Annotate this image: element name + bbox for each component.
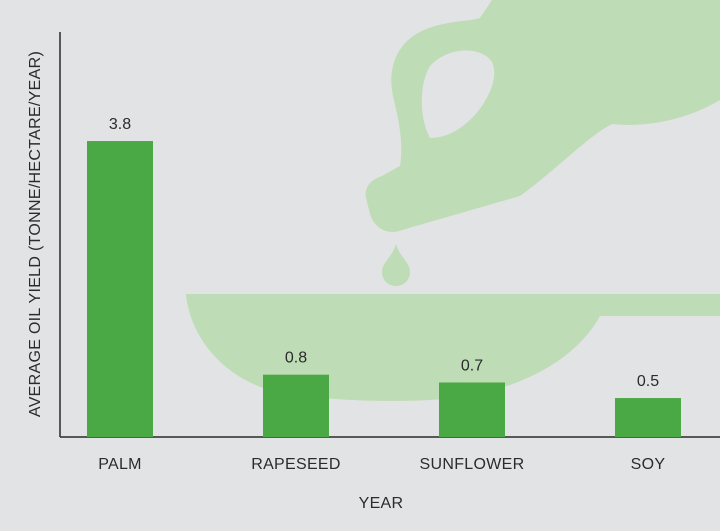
oil-bottle-icon [365,0,720,233]
oil-illustration [186,0,720,401]
x-axis-title: YEAR [359,495,404,512]
pan-icon [186,294,720,401]
data-label-sunflower: 0.7 [461,357,483,374]
bar-sunflower [439,382,505,437]
data-label-soy: 0.5 [637,373,659,390]
x-tick-label-sunflower: SUNFLOWER [420,456,525,473]
axes [59,32,720,438]
labels: 3.8 PALM 0.8 RAPESEED 0.7 SUNFLOWER 0.5 SOY YEAR… [27,51,665,512]
bar-soy [615,398,681,437]
y-axis-title: AVERAGE OIL YIELD (TONNE/HECTARE/YEAR) [27,51,44,417]
data-label-rapeseed: 0.8 [285,350,307,367]
bar-palm [87,141,153,438]
oil-drop-icon [382,244,410,286]
bar-rapeseed [263,374,329,437]
x-tick-label-palm: PALM [98,456,142,473]
x-tick-label-rapeseed: RAPESEED [251,456,341,473]
bars [87,141,681,438]
x-tick-label-soy: SOY [631,456,666,473]
data-label-palm: 3.8 [109,116,131,133]
